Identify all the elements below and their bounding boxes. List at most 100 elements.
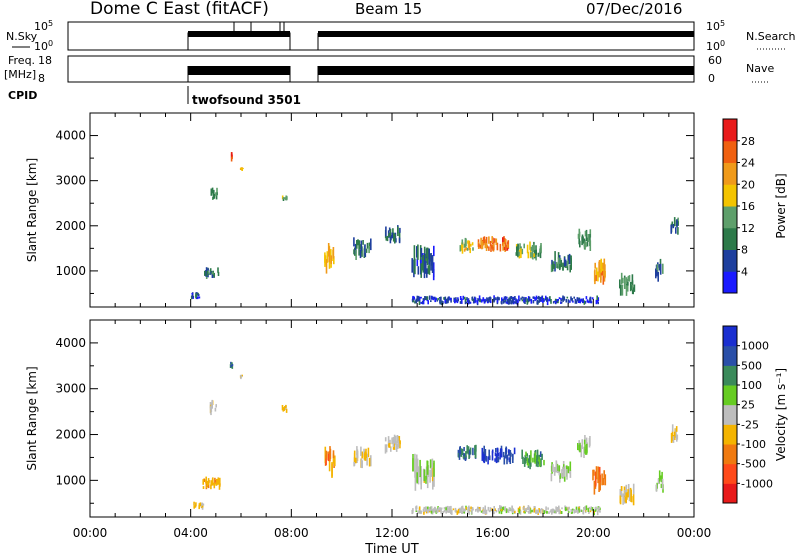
heatmap-cell — [508, 449, 510, 454]
heatmap-cell — [489, 507, 492, 512]
colorbar-segment — [723, 227, 737, 250]
heatmap-cell — [493, 295, 495, 301]
heatmap-cell — [560, 301, 562, 304]
nave-tick-top: 60 — [708, 54, 722, 67]
heatmap-cell — [526, 300, 529, 305]
heatmap-cell — [576, 297, 579, 302]
heatmap-cell — [570, 509, 573, 513]
heatmap-cell — [423, 469, 426, 482]
heatmap-cell — [546, 300, 549, 306]
heatmap-cell — [462, 455, 465, 459]
heatmap-cell — [539, 508, 542, 514]
heatmap-cell — [460, 245, 463, 250]
heatmap-cell — [589, 436, 591, 446]
heatmap-cell — [539, 459, 541, 467]
heatmap-cell — [215, 478, 218, 486]
heatmap-cell — [566, 263, 569, 271]
heatmap-cell — [198, 505, 200, 510]
heatmap-cell — [495, 297, 497, 300]
heatmap-cell — [514, 510, 516, 514]
heatmap-cell — [597, 471, 600, 480]
y-tick-label: 4000 — [55, 129, 86, 143]
heatmap-cell — [466, 247, 469, 251]
heatmap-cell — [674, 431, 676, 440]
heatmap-cell — [554, 301, 557, 304]
heatmap-cell — [477, 298, 479, 301]
heatmap-cell — [624, 489, 626, 496]
heatmap-cell — [412, 300, 415, 303]
heatmap-cell — [393, 434, 396, 444]
cpid-program: twofsound 3501 — [192, 93, 301, 107]
heatmap-cell — [426, 460, 429, 475]
heatmap-cell — [509, 296, 512, 301]
panel-frame — [89, 319, 695, 518]
heatmap-cell — [553, 263, 555, 269]
heatmap-cell — [531, 245, 534, 255]
heatmap-cell — [528, 296, 531, 302]
heatmap-cell — [521, 299, 524, 302]
heatmap-cell — [211, 274, 214, 278]
heatmap-cell — [535, 251, 537, 261]
heatmap-cell — [598, 260, 601, 273]
heatmap-cell — [578, 301, 581, 303]
heatmap-cell — [448, 506, 451, 510]
heatmap-cell — [193, 501, 195, 506]
heatmap-cell — [524, 457, 527, 463]
heatmap-cell — [488, 510, 491, 513]
heatmap-cell — [413, 245, 416, 263]
heatmap-cell — [500, 509, 503, 512]
heatmap-cell — [443, 509, 446, 513]
heatmap-cell — [578, 506, 580, 510]
heatmap-cell — [560, 259, 562, 267]
colorbar-tick-label: 24 — [741, 157, 755, 170]
heatmap-cell — [558, 465, 561, 472]
heatmap-cell — [563, 468, 566, 477]
heatmap-cell — [655, 268, 657, 279]
heatmap-cell — [454, 299, 456, 304]
heatmap-cell — [603, 275, 606, 282]
heatmap-cell — [197, 293, 200, 297]
heatmap-cell — [628, 275, 631, 282]
heatmap-cell — [466, 445, 468, 454]
heatmap-cell — [526, 453, 528, 457]
heatmap-cell — [430, 253, 432, 271]
nave-label: Nave — [746, 62, 774, 75]
heatmap-cell — [495, 448, 497, 453]
heatmap-cell — [500, 301, 503, 304]
heatmap-cell — [397, 437, 399, 443]
heatmap-cell — [205, 267, 208, 272]
heatmap-cell — [390, 446, 392, 452]
heatmap-cell — [575, 300, 578, 304]
colorbar-segment — [723, 483, 737, 504]
heatmap-cell — [465, 247, 467, 251]
heatmap-cell — [574, 298, 577, 304]
heatmap-cell — [192, 297, 194, 299]
heatmap-cell — [633, 284, 636, 292]
heatmap-cell — [538, 508, 540, 513]
heatmap-cell — [502, 506, 505, 510]
heatmap-cell — [476, 300, 479, 304]
heatmap-cell — [422, 509, 425, 512]
heatmap-cell — [526, 244, 529, 254]
heatmap-cell — [488, 236, 490, 244]
heatmap-cell — [330, 255, 332, 264]
heatmap-cell — [385, 444, 388, 453]
heatmap-cell — [470, 506, 472, 510]
heatmap-cell — [516, 246, 518, 256]
heatmap-cell — [505, 301, 508, 304]
heatmap-cell — [284, 406, 286, 409]
heatmap-cell — [364, 252, 367, 258]
heatmap-cell — [523, 457, 526, 467]
heatmap-cell — [512, 299, 514, 303]
heatmap-cell — [587, 234, 590, 242]
heatmap-cell — [457, 297, 459, 300]
heatmap-cell — [353, 237, 355, 247]
heatmap-cell — [507, 509, 510, 513]
heatmap-cell — [508, 457, 511, 463]
heatmap-cell — [444, 296, 447, 300]
heatmap-cell — [484, 508, 486, 514]
colorbar-segment — [723, 385, 737, 406]
heatmap-cell — [493, 297, 496, 302]
heatmap-cell — [535, 295, 538, 300]
heatmap-cell — [389, 439, 391, 444]
